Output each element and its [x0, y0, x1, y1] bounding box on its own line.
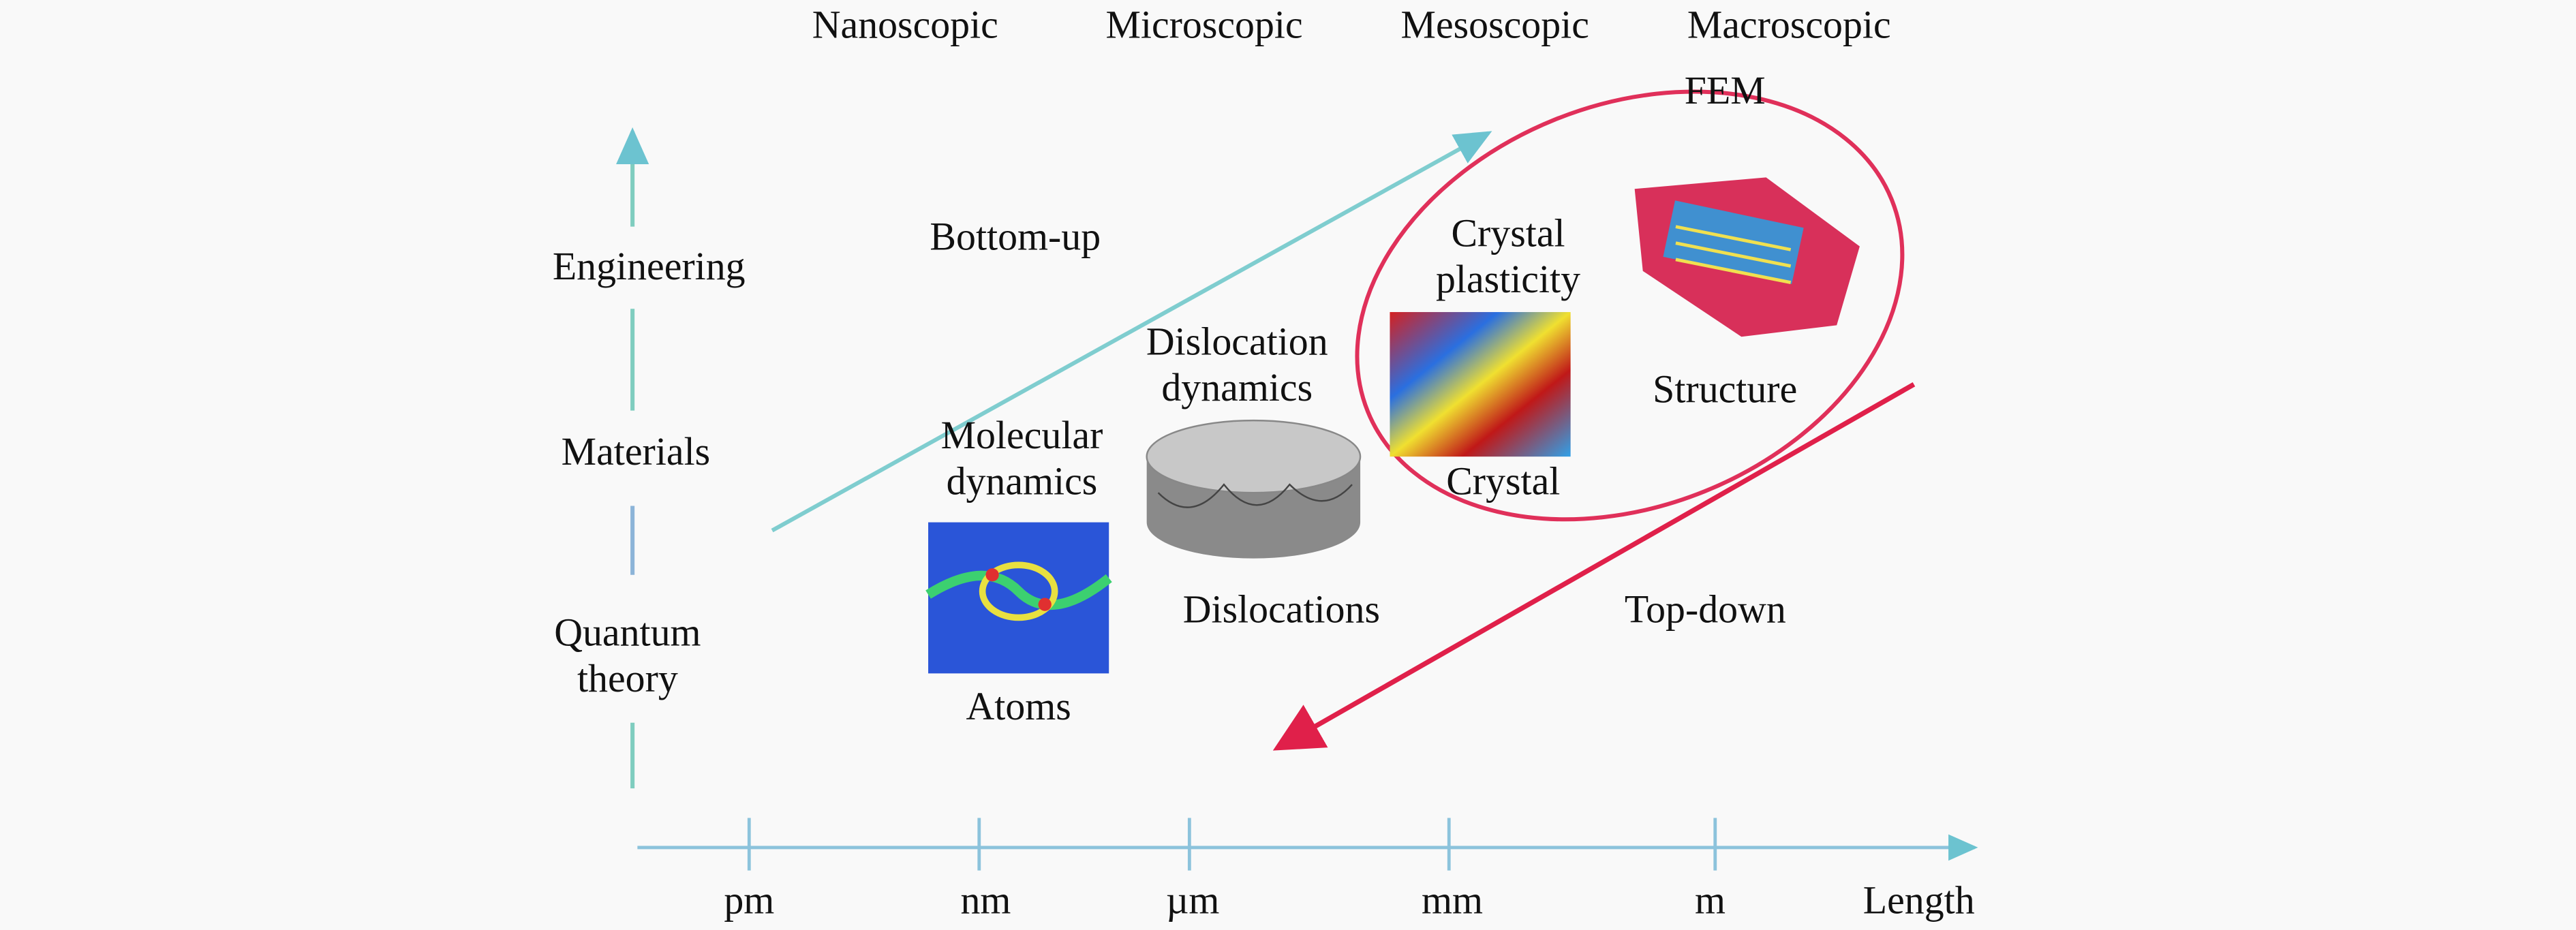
bottom-up-arrow — [771, 131, 1492, 533]
level-label: Materials — [561, 432, 711, 475]
axis-title: Length — [1862, 880, 1975, 923]
top-down-arrow — [1272, 382, 1916, 751]
axis-tick-label: pm — [724, 880, 775, 923]
object-label: Atoms — [966, 686, 1071, 730]
dislocations-image — [1146, 419, 1362, 559]
scale-label: Nanoscopic — [812, 5, 998, 48]
object-label: Crystal — [1446, 461, 1561, 505]
object-label: Dislocations — [1182, 589, 1380, 633]
fem-label: FEM — [1684, 70, 1766, 114]
approach-label: Bottom-up — [930, 217, 1101, 260]
axis-tick-label: mm — [1422, 880, 1484, 923]
axis-tick-label: nm — [960, 880, 1011, 923]
level-label: Quantum theory — [554, 613, 701, 702]
macro-ellipse — [1355, 89, 1905, 522]
structure-image — [1634, 177, 1860, 337]
scale-label: Mesoscopic — [1400, 5, 1589, 48]
atoms-image — [925, 522, 1112, 674]
method-label: Dislocation dynamics — [1146, 322, 1328, 411]
scale-label: Macroscopic — [1687, 5, 1891, 48]
method-label: Molecular dynamics — [940, 415, 1103, 505]
level-label: Engineering — [552, 246, 746, 290]
scale-label: Microscopic — [1105, 5, 1303, 48]
length-axis — [637, 818, 1978, 871]
method-label: Crystal plasticity — [1435, 213, 1581, 303]
approach-label: Top-down — [1624, 589, 1786, 633]
object-label: Structure — [1653, 369, 1798, 413]
crystal-image — [1390, 312, 1571, 457]
axis-tick-label: µm — [1166, 880, 1220, 923]
axis-tick-label: m — [1695, 880, 1726, 923]
